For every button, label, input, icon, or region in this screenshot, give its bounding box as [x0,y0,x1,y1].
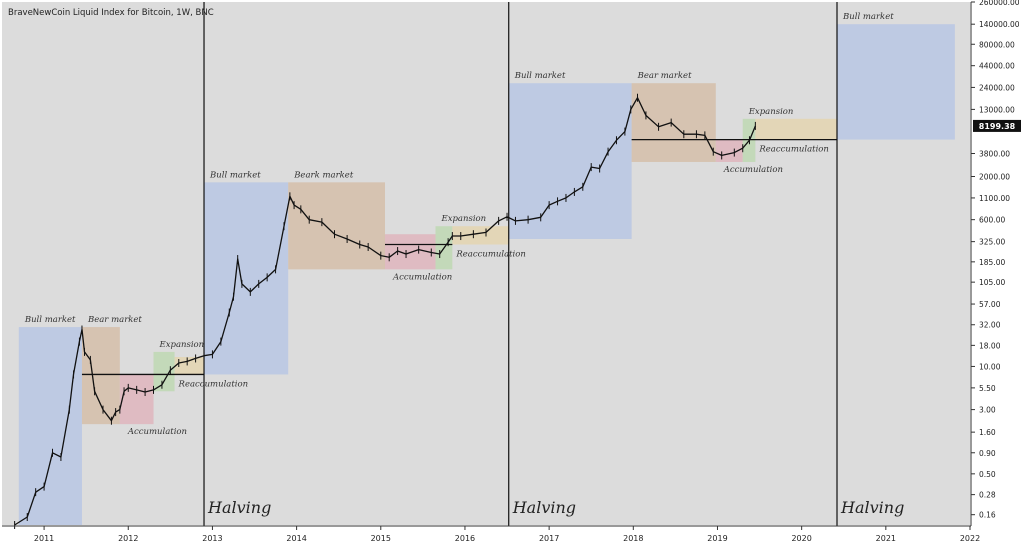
last-price-layer[interactable]: 8199.38 [973,119,1021,132]
plot-background [2,2,970,525]
phase-label-bull: Bull market [514,71,566,81]
halving-label: Halving [207,498,271,517]
phase-zone-bear [288,182,385,270]
y-tick-label: 0.28 [979,491,996,500]
x-tick-label: 2015 [371,534,391,543]
phase-zone-bull [18,327,82,525]
y-tick-label: 0.50 [979,470,996,479]
x-tick-label: 2011 [34,534,54,543]
phase-label-expan: Expansion [748,107,794,117]
x-tick-label: 2013 [202,534,222,543]
y-tick-label: 3.00 [979,406,996,415]
x-tick-label: 2012 [118,534,138,543]
last-price-label: 8199.38 [979,122,1016,131]
x-tick-label: 2014 [286,534,306,543]
y-tick-label: 185.00 [979,258,1005,267]
x-tick-layer: 2011 2012 2013 2014 2015 2016 2017 2018 2019 2020… [34,526,980,543]
x-tick-label: 2017 [539,534,559,543]
halving-layer: Halving Halving Halving [203,2,904,526]
x-tick-label: 2020 [791,534,811,543]
phase-label-bull: Bull market [209,170,261,180]
phase-label-bear: Beark market [293,170,354,180]
y-tick-label: 32.00 [979,321,1001,330]
phase-label-layer: Bull market Bear market Accumulation Expans… [24,12,894,437]
phase-zone-reaccum [174,357,205,375]
y-tick-label: 1100.00 [979,194,1010,203]
halving-label: Halving [840,498,904,517]
y-tick-layer: 260000.00 140000.00 80000.00 44000.00 24000.… [971,0,1020,520]
phase-zone-accum [715,139,743,162]
last-price-badge[interactable] [973,119,1021,132]
y-tick-label: 325.00 [979,238,1005,247]
phase-zone-bull [508,83,632,239]
phase-label-reaccum: Reaccumulation [455,250,526,260]
y-tick-label: 2000.00 [979,172,1010,181]
phase-label-bull: Bull market [842,12,894,22]
y-tick-label: 57.00 [979,300,1001,309]
series-layer [14,93,757,529]
phase-label-bear: Bear market [637,71,692,81]
y-tick-label: 105.00 [979,278,1005,287]
y-tick-label: 24000.00 [979,83,1015,92]
phase-zone-accum [119,374,154,425]
x-tick-label: 2019 [707,534,727,543]
y-tick-label: 600.00 [979,216,1005,225]
level-layer [81,138,838,376]
phase-zone-bull [837,24,955,140]
x-tick-label: 2022 [960,534,980,543]
y-tick-label: 0.16 [979,511,996,520]
phase-label-expan: Expansion [159,340,205,350]
halving-label: Halving [512,498,576,517]
y-tick-label: 140000.00 [979,20,1020,29]
phase-zone-bear [631,83,716,162]
phase-label-accum: Accumulation [723,165,783,175]
x-tick-label: 2016 [455,534,475,543]
y-tick-label: 5.50 [979,384,996,393]
x-tick-label: 2018 [623,534,643,543]
phase-label-reaccum: Reaccumulation [758,145,829,155]
chart-title: BraveNewCoin Liquid Index for Bitcoin, 1… [8,8,214,18]
x-tick-label: 2021 [876,534,896,543]
y-tick-label: 1.60 [979,428,996,437]
phase-zone-bear [81,327,120,425]
phase-label-reaccum: Reaccumulation [178,379,249,389]
phase-label-expan: Expansion [440,214,486,224]
phase-zone-expan [153,351,175,392]
phase-label-accum: Accumulation [392,272,452,282]
y-tick-label: 260000.00 [979,0,1020,7]
y-tick-label: 3800.00 [979,149,1010,158]
y-tick-label: 44000.00 [979,62,1015,71]
y-tick-label: 10.00 [979,362,1001,371]
phase-label-bull: Bull market [24,315,76,325]
phase-zone-reaccum [755,118,838,140]
phase-label-bear: Bear market [87,315,142,325]
y-tick-label: 80000.00 [979,40,1015,49]
phase-layer [18,24,955,525]
y-tick-label: 0.90 [979,449,996,458]
phase-zone-bull [204,182,289,375]
y-tick-label: 18.00 [979,341,1001,350]
y-tick-label: 13000.00 [979,105,1015,114]
phase-zone-reaccum [452,226,509,245]
phase-label-accum: Accumulation [127,427,187,437]
